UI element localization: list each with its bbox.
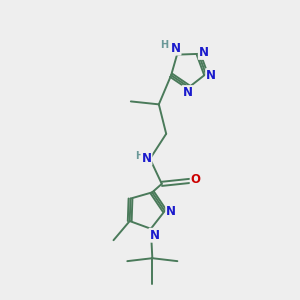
Text: N: N: [199, 46, 209, 59]
Text: H: H: [160, 40, 169, 50]
Text: O: O: [190, 173, 201, 186]
Text: N: N: [206, 69, 216, 82]
Text: N: N: [142, 152, 152, 165]
Text: N: N: [149, 229, 159, 242]
Text: N: N: [166, 205, 176, 218]
Text: N: N: [182, 86, 192, 99]
Text: H: H: [135, 152, 143, 161]
Text: N: N: [171, 42, 181, 55]
